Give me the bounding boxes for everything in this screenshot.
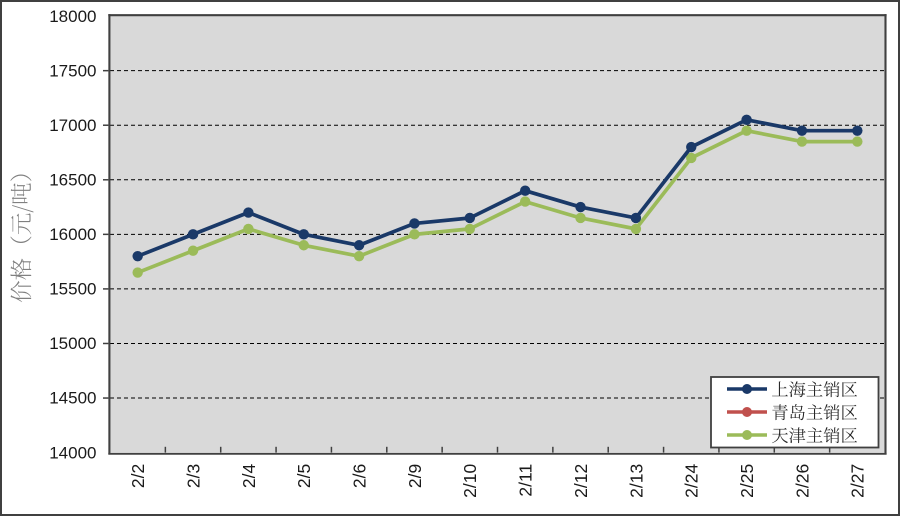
svg-text:2/25: 2/25 [737, 464, 757, 498]
svg-text:2/5: 2/5 [294, 464, 314, 488]
svg-text:2/12: 2/12 [571, 464, 591, 498]
svg-text:2/27: 2/27 [848, 464, 868, 498]
svg-text:2/13: 2/13 [626, 464, 646, 498]
svg-text:16500: 16500 [49, 170, 96, 189]
svg-text:2/24: 2/24 [682, 464, 702, 498]
svg-text:2/26: 2/26 [792, 464, 812, 498]
svg-text:2/10: 2/10 [460, 464, 480, 498]
svg-text:14000: 14000 [49, 443, 96, 462]
svg-text:2/9: 2/9 [405, 464, 425, 488]
svg-text:2/2: 2/2 [128, 464, 148, 488]
svg-text:15000: 15000 [49, 334, 96, 353]
svg-text:14500: 14500 [49, 389, 96, 408]
svg-text:15500: 15500 [49, 280, 96, 299]
svg-text:17500: 17500 [49, 61, 96, 80]
svg-text:2/4: 2/4 [239, 464, 259, 489]
svg-text:18000: 18000 [49, 7, 96, 26]
svg-text:2/3: 2/3 [183, 464, 203, 488]
svg-text:17000: 17000 [49, 116, 96, 135]
svg-text:2/11: 2/11 [516, 464, 536, 497]
svg-text:16000: 16000 [49, 225, 96, 244]
svg-text:2/6: 2/6 [350, 464, 370, 488]
